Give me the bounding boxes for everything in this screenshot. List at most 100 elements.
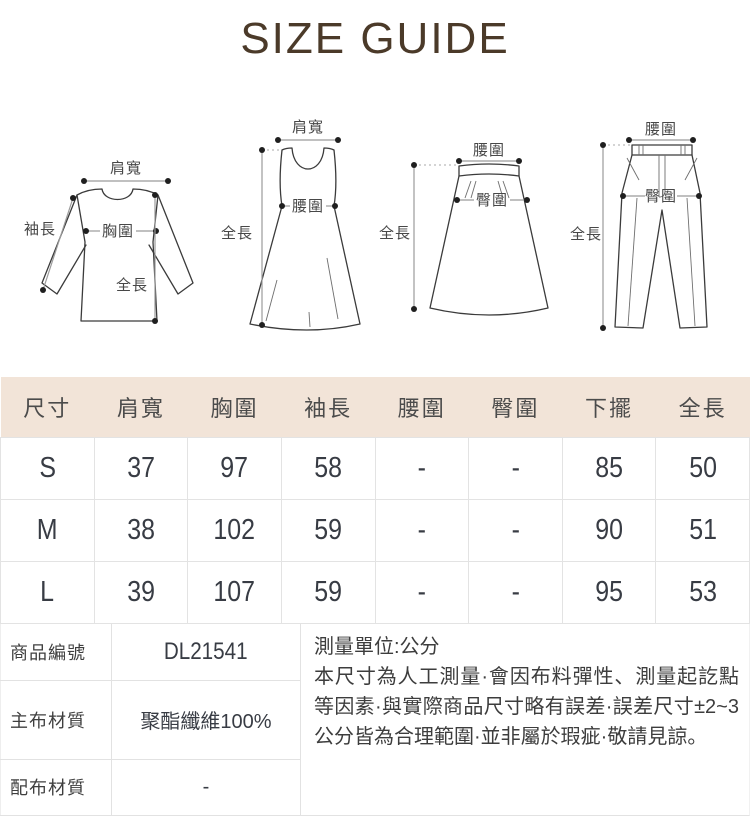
length-label: 全長 — [379, 224, 411, 242]
waist-label: 腰圍 — [473, 142, 505, 159]
measure-dot — [152, 318, 158, 324]
skirt-outline — [429, 175, 549, 316]
measure-dot — [411, 306, 417, 312]
pants-outline — [614, 154, 708, 329]
cell-value: 90 — [561, 499, 657, 562]
length-label: 全長 — [221, 224, 253, 242]
garment-diagrams: 肩寬 袖長 胸圍 全長 肩寬 腰圍 全長 — [0, 98, 750, 348]
bust-label: 胸圍 — [102, 223, 134, 240]
measure-dot — [279, 203, 285, 209]
cell-value: - — [374, 561, 470, 624]
hip-label: 臀圍 — [645, 188, 677, 205]
table-row-l: L 39 107 59 - - 95 53 — [0, 561, 750, 624]
dress-flare-line — [265, 279, 278, 322]
col-header-length: 全長 — [655, 377, 750, 438]
sleeve-measure-line — [42, 197, 74, 291]
disclaimer-text: 本尺寸為人工測量·會因布料彈性、測量起訖點等因素·與實際商品尺寸略有誤差·誤差尺… — [314, 666, 739, 748]
measure-dot — [454, 197, 460, 203]
pants-crease — [686, 197, 696, 327]
cell-value: 58 — [280, 437, 376, 500]
main-fabric-label: 主布材質 — [0, 679, 112, 760]
lining-fabric-row: 配布材質 - — [0, 758, 301, 816]
pants-pocket — [626, 157, 640, 181]
cell-size: L — [0, 561, 95, 624]
measure-dot — [83, 228, 89, 234]
product-code-row: 商品編號 DL21541 — [0, 624, 301, 681]
cell-value: 53 — [655, 561, 750, 624]
skirt-diagram-icon: 腰圍 臀圍 全長 — [379, 142, 549, 316]
measure-dot — [40, 287, 46, 293]
product-info-section: 商品編號 DL21541 主布材質 聚酯纖維100% 配布材質 - 測量單位:公… — [0, 624, 750, 816]
measure-dot — [165, 178, 171, 184]
measure-dot — [259, 322, 265, 328]
col-header-shoulder: 肩寬 — [94, 377, 188, 438]
measure-dot — [411, 162, 417, 168]
measure-dot — [152, 192, 158, 198]
main-fabric-row: 主布材質 聚酯纖維100% — [0, 679, 301, 760]
skirt-dart — [470, 180, 477, 199]
shoulder-label: 肩寬 — [292, 118, 324, 136]
top-right-sleeve — [148, 194, 194, 295]
measure-dot — [70, 195, 76, 201]
cell-value: 107 — [187, 561, 282, 624]
measure-dot — [626, 137, 632, 143]
product-info-table: 商品編號 DL21541 主布材質 聚酯纖維100% 配布材質 - — [0, 624, 301, 816]
cell-value: 59 — [280, 499, 376, 562]
measure-dot — [259, 147, 265, 153]
col-header-waist: 腰圍 — [375, 377, 469, 438]
cell-value: 59 — [280, 561, 376, 624]
cell-value: 50 — [655, 437, 750, 500]
col-header-hip: 臀圍 — [468, 377, 563, 438]
dress-outline — [249, 147, 361, 331]
page-title: SIZE GUIDE — [240, 14, 510, 63]
product-code-label: 商品編號 — [0, 624, 112, 681]
size-table-header-row: 尺寸 肩寬 胸圍 袖長 腰圍 臀圍 下擺 全長 — [0, 377, 750, 438]
waist-label: 腰圍 — [645, 121, 677, 138]
skirt-dart — [464, 180, 472, 199]
pants-fly — [658, 155, 666, 198]
cell-value: 102 — [187, 499, 282, 562]
dress-flare-line — [326, 257, 339, 320]
cell-value: - — [468, 437, 563, 500]
cell-value: 97 — [187, 437, 282, 500]
waist-label: 腰圍 — [292, 198, 324, 215]
table-row-m: M 38 102 59 - - 90 51 — [0, 499, 750, 562]
measure-dot — [600, 142, 606, 148]
pants-diagram-icon: 腰圍 臀圍 全長 — [570, 121, 708, 331]
measure-dot — [81, 178, 87, 184]
cell-value: - — [374, 437, 470, 500]
lining-fabric-value: - — [111, 758, 301, 816]
dress-flare-line — [308, 311, 311, 328]
measure-unit-text: 測量單位:公分 — [314, 636, 440, 658]
pants-waistband — [631, 144, 693, 156]
col-header-hem: 下擺 — [562, 377, 656, 438]
col-header-size: 尺寸 — [0, 377, 95, 438]
hip-label: 臀圍 — [476, 192, 508, 209]
skirt-dart — [497, 180, 504, 199]
sleeve-label: 袖長 — [24, 221, 56, 238]
product-code-value: DL21541 — [111, 624, 301, 681]
measure-dot — [332, 203, 338, 209]
skirt-waistband — [458, 163, 520, 177]
pants-crease — [627, 197, 638, 327]
belt-loop — [680, 145, 686, 155]
measurement-note: 測量單位:公分 本尺寸為人工測量·會因布料彈性、測量起訖點等因素·與實際商品尺寸… — [301, 624, 750, 816]
main-fabric-value: 聚酯纖維100% — [111, 679, 301, 760]
measure-dot — [335, 137, 341, 143]
cell-value: 38 — [93, 499, 189, 562]
measure-dot — [516, 158, 522, 164]
cell-value: 51 — [655, 499, 750, 562]
cell-value: 85 — [561, 437, 657, 500]
lining-fabric-label: 配布材質 — [0, 758, 112, 816]
measure-dot — [275, 137, 281, 143]
cell-size: S — [0, 437, 95, 500]
cell-size: M — [0, 499, 95, 562]
cell-value: - — [468, 561, 563, 624]
size-table: 尺寸 肩寬 胸圍 袖長 腰圍 臀圍 下擺 全長 S 37 97 58 - - 8… — [0, 377, 750, 624]
measure-dot — [524, 197, 530, 203]
measure-dot — [153, 228, 159, 234]
col-header-sleeve: 袖長 — [281, 377, 375, 438]
cell-value: 39 — [93, 561, 189, 624]
pants-pocket — [684, 157, 698, 181]
cell-value: 95 — [561, 561, 657, 624]
